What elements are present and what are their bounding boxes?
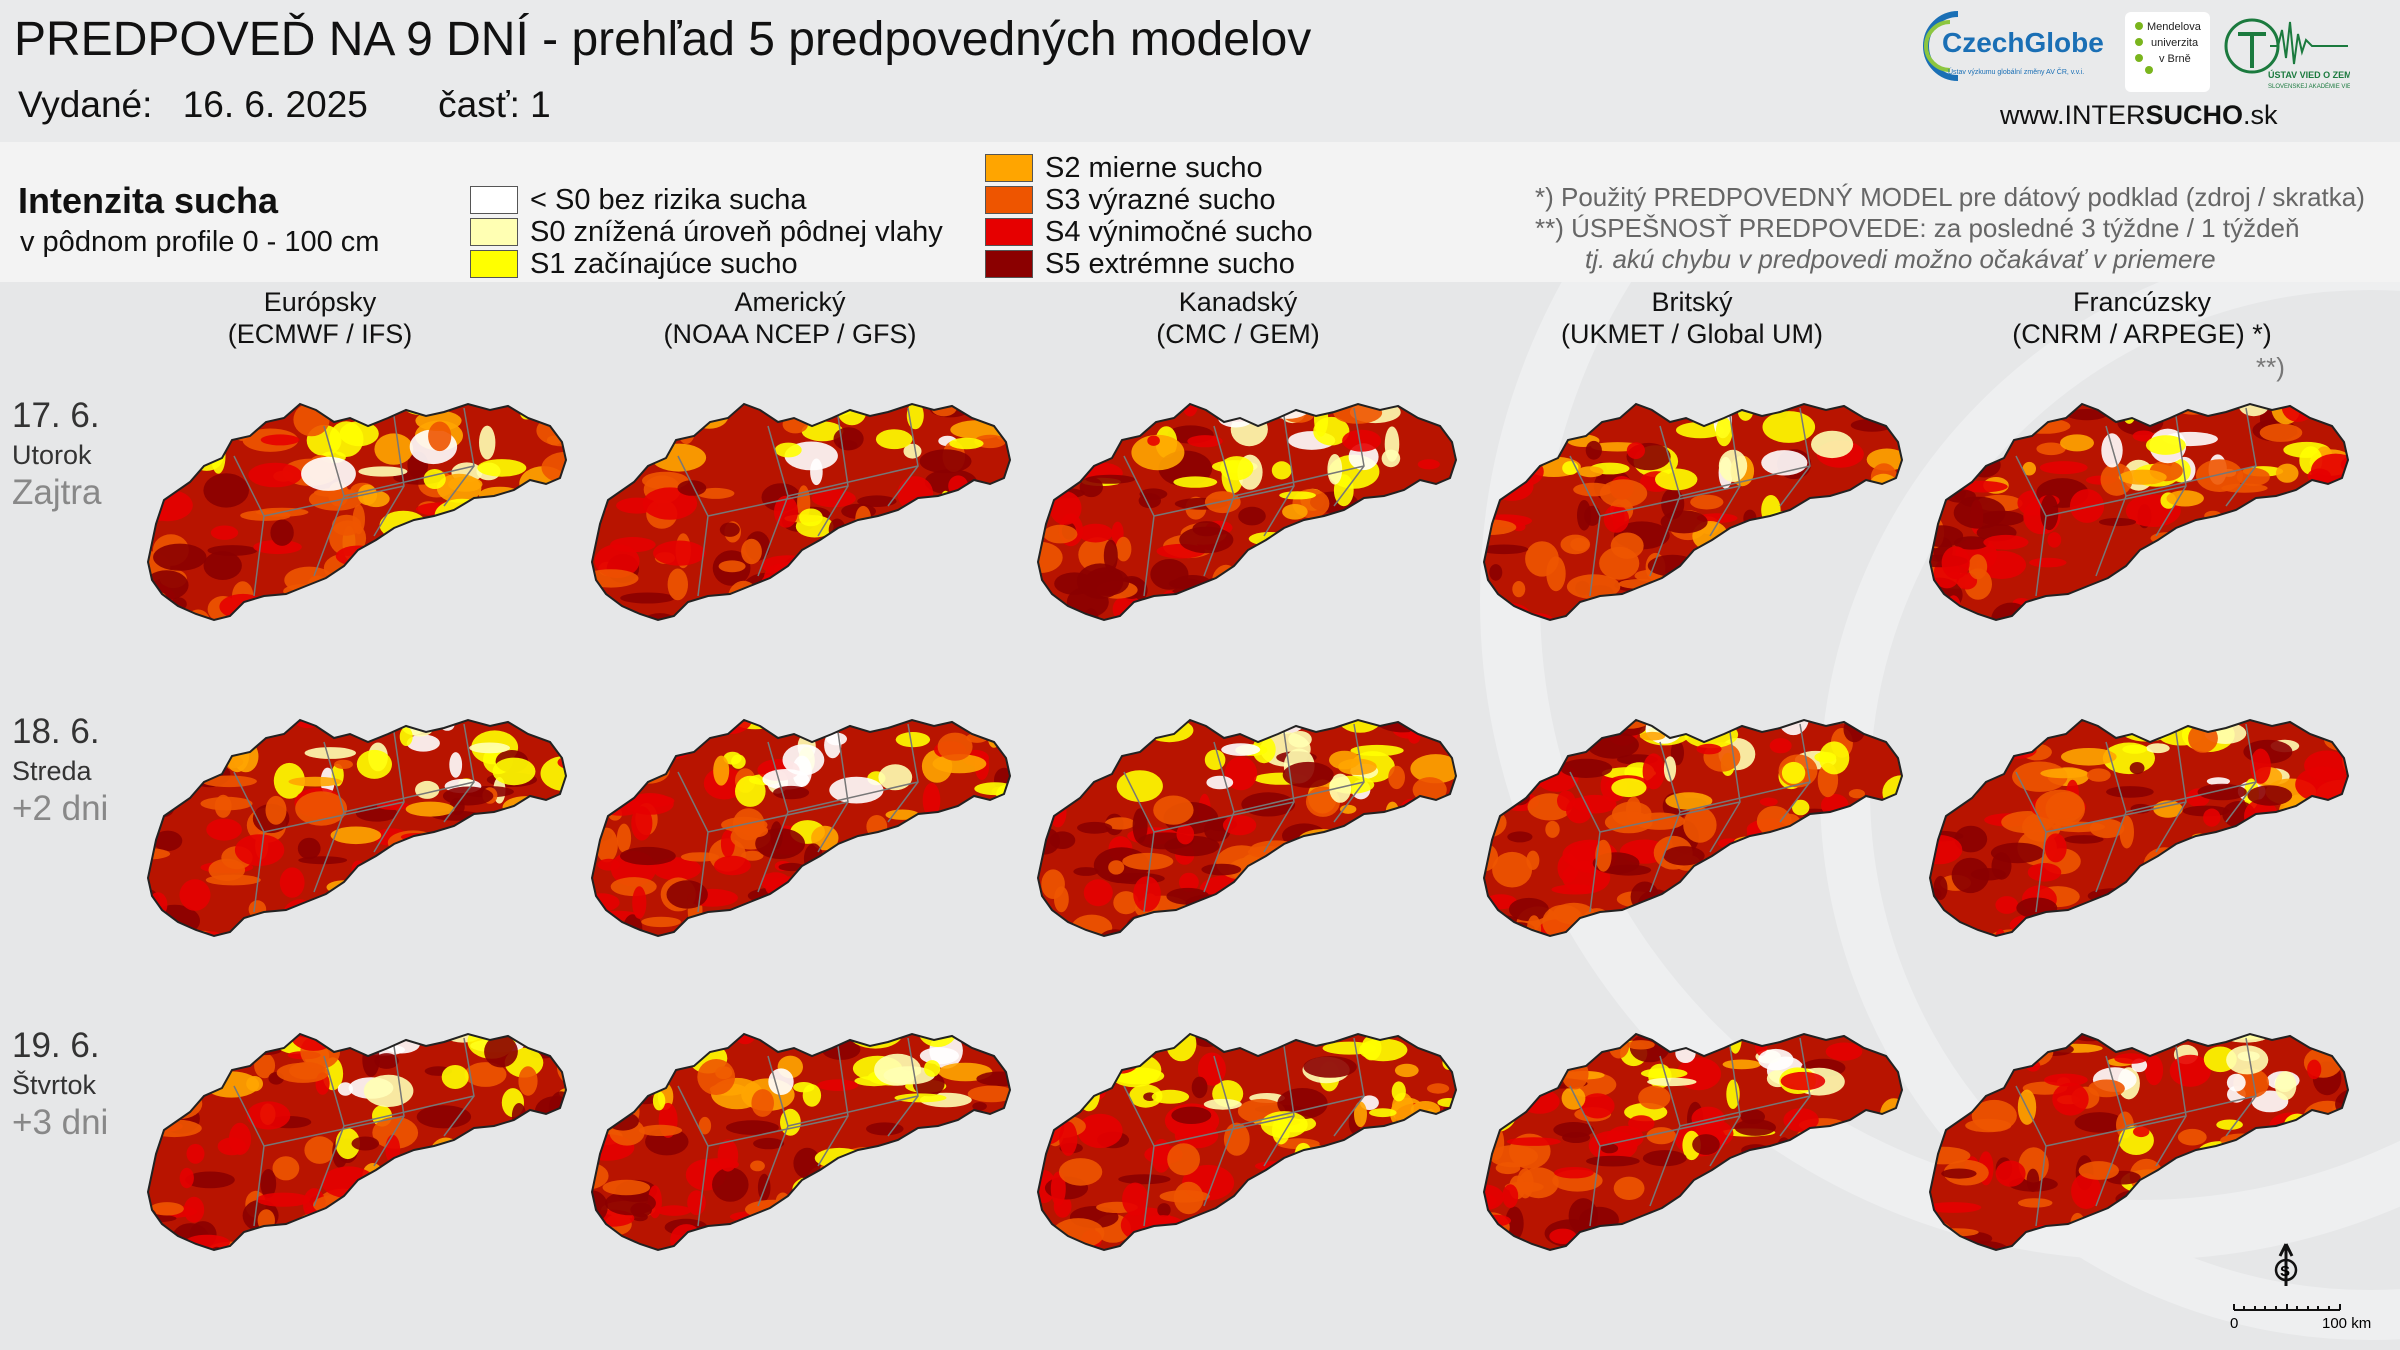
header: PREDPOVEĎ NA 9 DNÍ - prehľad 5 predpoved… — [0, 0, 2400, 142]
legend-swatch — [985, 186, 1033, 214]
legend-title: Intenzita sucha — [18, 180, 279, 221]
legend-item: S4 výnimočné sucho — [985, 216, 1313, 248]
legend-item: S0 znížená úroveň pôdnej vlahy — [470, 216, 943, 248]
drought-map — [588, 396, 1028, 646]
logo-area: CzechGlobe Ústav výzkumu globální změny … — [1920, 0, 2400, 142]
legend-item: < S0 bez rizika sucha — [470, 184, 806, 216]
uvz-logo: ÚSTAV VIED O ZEMI SLOVENSKEJ AKADÉMIE VI… — [2224, 18, 2350, 90]
model-header: Britský (UKMET / Global UM) — [1492, 286, 1892, 350]
day-weekday: Štvrtok — [12, 1070, 97, 1100]
legend-swatch — [470, 186, 518, 214]
day-date: 17. 6. — [12, 396, 100, 435]
czechglobe-logo: CzechGlobe Ústav výzkumu globální změny … — [1923, 11, 2104, 81]
model-header: Európsky (ECMWF / IFS) — [120, 286, 520, 350]
legend: Intenzita sucha v pôdnom profile 0 - 100… — [0, 142, 2400, 282]
part-label: časť: 1 — [438, 84, 551, 125]
model-header: Americký (NOAA NCEP / GFS) — [590, 286, 990, 350]
drought-map — [1034, 1026, 1474, 1276]
drought-map — [588, 1026, 1028, 1276]
legend-label: S4 výnimočné sucho — [1045, 215, 1313, 248]
model-code: (CMC / GEM) — [1156, 319, 1320, 349]
notes: *) Použitý PREDPOVEDNÝ MODEL pre dátový … — [1535, 182, 2365, 275]
svg-text:CzechGlobe: CzechGlobe — [1942, 27, 2104, 58]
drought-map — [1926, 396, 2366, 646]
legend-label: S5 extrémne sucho — [1045, 247, 1295, 280]
legend-swatch — [985, 154, 1033, 182]
issued-date: 16. 6. 2025 — [182, 84, 368, 125]
svg-text:Ústav výzkumu globální změny A: Ústav výzkumu globální změny AV ČR, v.v.… — [1948, 67, 2084, 76]
model-code: (NOAA NCEP / GFS) — [663, 319, 917, 349]
model-name: Kanadský — [1178, 287, 1298, 317]
svg-text:0: 0 — [2230, 1315, 2238, 1330]
model-name: Americký — [734, 287, 846, 317]
model-header: Kanadský (CMC / GEM) — [1038, 286, 1438, 350]
note-model: *) Použitý PREDPOVEDNÝ MODEL pre dátový … — [1535, 182, 2365, 212]
drought-map — [1926, 712, 2366, 962]
website-url[interactable]: www.INTERSUCHO.sk — [2000, 100, 2278, 131]
day-date: 18. 6. — [12, 712, 100, 751]
legend-label: S2 mierne sucho — [1045, 151, 1263, 184]
legend-item: S5 extrémne sucho — [985, 248, 1295, 280]
accuracy-marker: **) — [2256, 352, 2285, 382]
scale-bar: S 0 100 km — [2230, 1243, 2371, 1330]
site-prefix: www.INTER — [2000, 100, 2146, 130]
north-arrow-icon: S — [2274, 1243, 2298, 1286]
svg-text:univerzita: univerzita — [2151, 37, 2199, 49]
svg-text:SLOVENSKEJ AKADÉMIE VIED: SLOVENSKEJ AKADÉMIE VIED — [2268, 83, 2350, 90]
day-relative: Zajtra — [12, 473, 102, 512]
svg-text:v Brně: v Brně — [2159, 53, 2191, 65]
svg-text:100 km: 100 km — [2322, 1315, 2371, 1330]
day-relative: +3 dni — [12, 1103, 109, 1142]
day-label: 18. 6. Streda +2 dni — [12, 712, 108, 829]
note-accuracy: **) ÚSPEŠNOSŤ PREDPOVEDE: za posledné 3 … — [1535, 213, 2300, 243]
mendel-logo: Mendelova univerzita v Brně — [2125, 12, 2210, 92]
model-code: (UKMET / Global UM) — [1560, 319, 1824, 349]
note-explanation: tj. akú chybu v predpovedi možno očakáva… — [1585, 244, 2216, 274]
drought-map — [1034, 396, 1474, 646]
model-header: Francúzsky (CNRM / ARPEGE) *) — [1942, 286, 2342, 350]
legend-item: S1 začínajúce sucho — [470, 248, 798, 280]
legend-item: S3 výrazné sucho — [985, 184, 1276, 216]
drought-map — [144, 712, 584, 962]
legend-label: < S0 bez rizika sucha — [530, 183, 807, 216]
svg-text:S: S — [2280, 1263, 2290, 1280]
legend-label: S3 výrazné sucho — [1045, 183, 1276, 216]
svg-text:Mendelova: Mendelova — [2147, 21, 2202, 33]
legend-swatch — [470, 218, 518, 246]
site-bold: SUCHO — [2145, 100, 2244, 130]
drought-map — [1480, 712, 1920, 962]
legend-swatch — [985, 250, 1033, 278]
model-name: Francúzsky — [2072, 287, 2212, 317]
legend-swatch — [985, 218, 1033, 246]
legend-label: S1 začínajúce sucho — [530, 247, 798, 280]
drought-map — [1926, 1026, 2366, 1276]
day-weekday: Streda — [12, 756, 92, 786]
page-title: PREDPOVEĎ NA 9 DNÍ - prehľad 5 predpoved… — [14, 13, 1312, 66]
model-code: (CNRM / ARPEGE) *) — [2012, 319, 2272, 349]
drought-map — [144, 1026, 584, 1276]
day-relative: +2 dni — [12, 789, 109, 828]
model-name: Európsky — [263, 287, 377, 317]
issued-row: Vydané: 16. 6. 2025 časť: 1 — [18, 84, 571, 126]
drought-map — [588, 712, 1028, 962]
drought-map — [1480, 396, 1920, 646]
day-weekday: Utorok — [12, 440, 92, 470]
drought-map — [1034, 712, 1474, 962]
drought-map — [1480, 1026, 1920, 1276]
model-name: Britský — [1651, 287, 1733, 317]
day-date: 19. 6. — [12, 1026, 100, 1065]
legend-swatch — [470, 250, 518, 278]
model-code: (ECMWF / IFS) — [227, 319, 413, 349]
issued-label: Vydané: — [18, 84, 153, 125]
site-suffix: .sk — [2243, 100, 2278, 130]
legend-subtitle: v pôdnom profile 0 - 100 cm — [20, 226, 380, 258]
drought-map — [144, 396, 584, 646]
svg-text:ÚSTAV VIED O ZEMI: ÚSTAV VIED O ZEMI — [2268, 69, 2350, 80]
day-label: 19. 6. Štvrtok +3 dni — [12, 1026, 108, 1143]
day-label: 17. 6. Utorok Zajtra — [12, 396, 101, 513]
legend-label: S0 znížená úroveň pôdnej vlahy — [530, 215, 943, 248]
legend-item: S2 mierne sucho — [985, 152, 1263, 184]
